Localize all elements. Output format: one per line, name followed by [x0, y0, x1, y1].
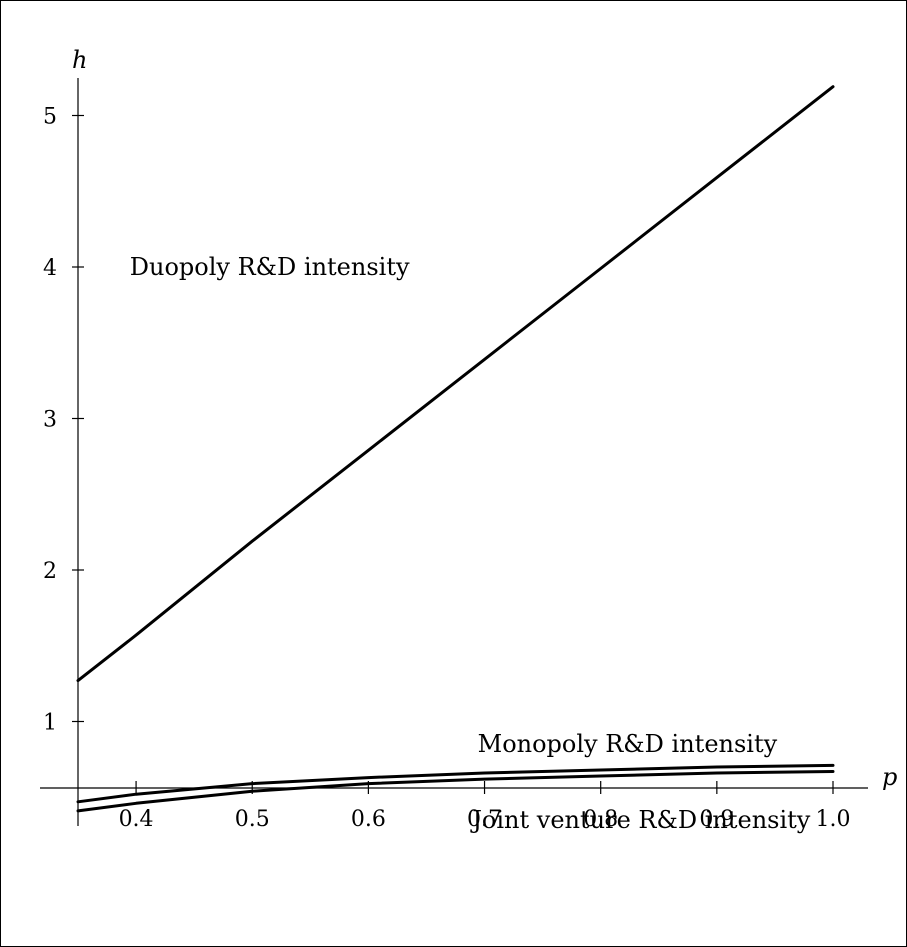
y-ticks: 1 2 3 4 5: [43, 105, 84, 736]
series-group: [76, 85, 835, 813]
x-tick-label: 0.8: [583, 807, 618, 832]
joint-venture-label: Joint venture R&D intensity: [469, 806, 810, 834]
y-tick-label: 1: [43, 711, 57, 736]
x-tick-label: 0.5: [235, 807, 270, 832]
x-tick-label: 0.4: [119, 807, 154, 832]
annotations: Duopoly R&D intensity Monopoly R&D intens…: [130, 253, 811, 834]
y-tick-label: 3: [43, 408, 57, 433]
joint-venture-line: [76, 770, 835, 813]
x-tick-label: 1.0: [816, 807, 851, 832]
x-axis-label: p: [882, 763, 897, 791]
y-axis-label: h: [72, 46, 87, 74]
x-ticks: 0.4 0.5 0.6 0.7 0.8 0.9 1.0: [119, 781, 851, 832]
y-tick-label: 4: [43, 256, 57, 281]
monopoly-label: Monopoly R&D intensity: [478, 730, 778, 758]
duopoly-label: Duopoly R&D intensity: [130, 253, 410, 281]
y-tick-label: 5: [43, 105, 57, 130]
duopoly-line: [76, 85, 835, 683]
x-tick-label: 0.9: [699, 807, 734, 832]
monopoly-line: [76, 763, 835, 804]
y-tick-label: 2: [43, 559, 57, 584]
x-tick-label: 0.7: [467, 807, 502, 832]
x-tick-label: 0.6: [351, 807, 386, 832]
